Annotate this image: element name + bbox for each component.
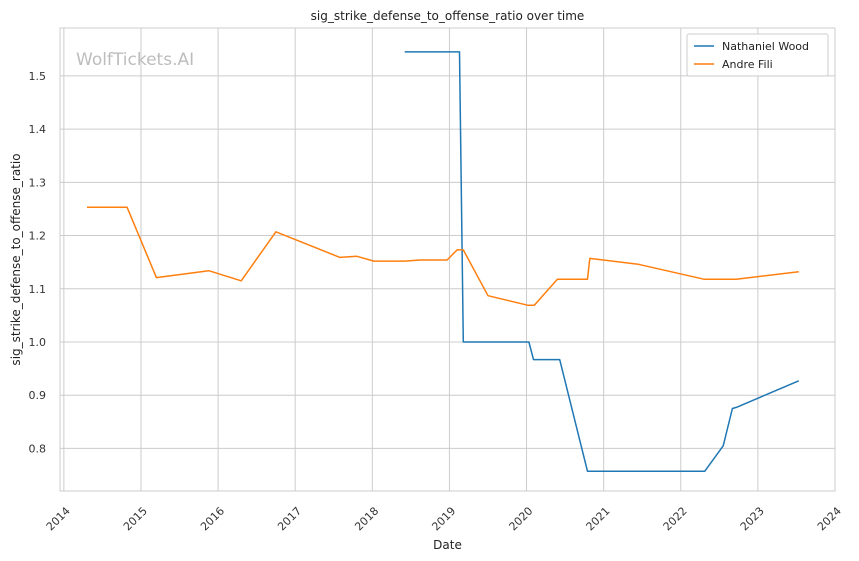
axis-ticks: 2014 2015 2016 2017 2018 2019 2020 2021 2022 2023… [29, 70, 844, 534]
y-tick-label: 1.1 [29, 283, 47, 296]
legend-box [686, 33, 829, 77]
y-tick-label: 1.5 [29, 70, 47, 83]
y-tick-label: 1.0 [29, 336, 47, 349]
legend: Nathaniel Wood Andre Fili [686, 33, 829, 77]
series-line [87, 206, 799, 307]
y-tick-label: 1.4 [29, 123, 47, 136]
legend-label: Andre Fili [722, 58, 773, 71]
watermark-text: WolfTickets.AI [76, 50, 194, 70]
y-tick-label: 1.2 [29, 230, 47, 243]
series-line [404, 51, 800, 473]
x-axis-title: Date [433, 538, 462, 552]
chart-title: sig_strike_defense_to_offense_ratio over… [311, 9, 585, 23]
series-lines [87, 51, 800, 473]
y-tick-label: 1.3 [29, 176, 47, 189]
y-axis-title: sig_strike_defense_to_offense_ratio [9, 153, 23, 365]
grid-lines [60, 28, 835, 491]
y-tick-label: 0.9 [29, 389, 47, 402]
y-tick-label: 0.8 [29, 442, 47, 455]
plot-area-frame [59, 27, 836, 492]
legend-label: Nathaniel Wood [722, 40, 809, 53]
